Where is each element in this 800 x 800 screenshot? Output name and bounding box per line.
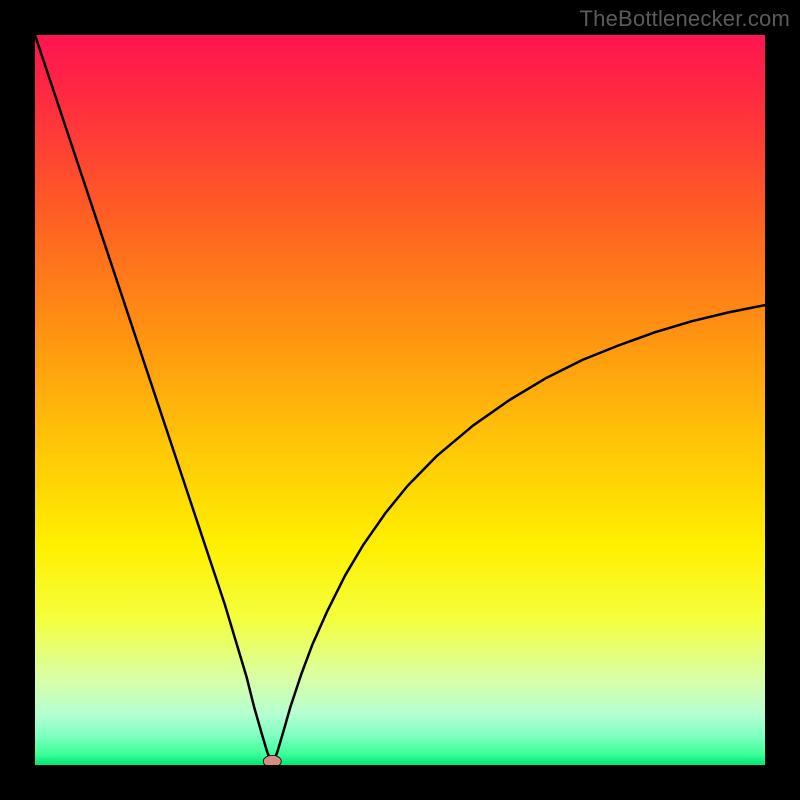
chart-plot-area (35, 35, 765, 765)
minimum-marker (263, 755, 281, 765)
chart-svg (35, 35, 765, 765)
gradient-background (35, 35, 765, 765)
watermark-text: TheBottlenecker.com (580, 6, 790, 32)
